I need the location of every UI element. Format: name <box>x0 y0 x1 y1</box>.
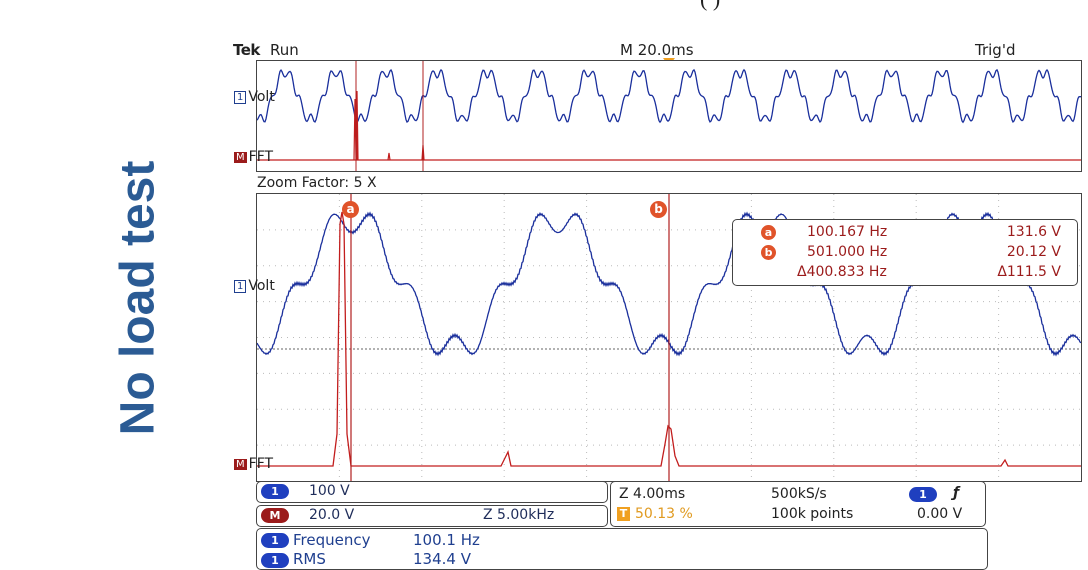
delta-value: Δ111.5 V <box>997 264 1061 280</box>
lower-ch1-label: 1 Volt <box>234 278 275 294</box>
trigger-channel-badge: 1 <box>909 487 937 502</box>
cursor-b-frequency: 501.000 Hz <box>807 244 888 260</box>
cursor-a-frequency: 100.167 Hz <box>807 224 888 240</box>
upper-ch1-label: 1 Volt <box>234 89 275 105</box>
measurement-1-value: 100.1 Hz <box>413 531 480 549</box>
math-scale: 20.0 V <box>309 507 355 523</box>
trigger-position: 50.13 % <box>635 506 693 522</box>
ch1-scale-box[interactable]: 1 100 V <box>256 481 608 503</box>
trigger-status: Trig'd <box>975 41 1016 59</box>
math-badge: M <box>234 152 247 163</box>
overview-plot <box>257 61 1081 171</box>
zoom-fft-trace <box>257 211 1081 467</box>
cursor-b-marker[interactable]: b <box>650 201 667 218</box>
measurement-2-badge: 1 <box>261 553 289 568</box>
upper-math-label: M FFT <box>234 149 274 165</box>
timebase-trigger-box[interactable]: Z 4.00ms T 50.13 % 500kS/s 100k points 1… <box>610 481 986 527</box>
side-title: No load test <box>111 160 165 436</box>
cursor-a-badge: a <box>761 225 776 240</box>
zoom-time: Z 4.00ms <box>619 486 686 502</box>
lower-math-label: M FFT <box>234 456 274 472</box>
measurements-box: 1 Frequency 100.1 Hz 1 RMS 134.4 V <box>256 528 988 570</box>
measurement-2-value: 134.4 V <box>413 550 471 568</box>
overview-volt-trace <box>257 68 1081 124</box>
delta-frequency: Δ400.833 Hz <box>797 264 887 280</box>
cursor-b-badge: b <box>761 245 776 260</box>
trigger-position-badge: T <box>617 507 630 521</box>
cursor-readout-box: a 100.167 Hz 131.6 V b 501.000 Hz 20.12 … <box>732 219 1078 286</box>
brand-label: Tek <box>233 41 260 59</box>
acquisition-status: Run <box>270 41 299 59</box>
zoom-factor-label: Zoom Factor: 5 X <box>257 175 377 191</box>
measurement-2-label: RMS <box>293 550 326 568</box>
ch1-badge: 1 <box>234 91 247 104</box>
math-scale-box[interactable]: M 20.0 V Z 5.00kHz <box>256 505 608 527</box>
caption-fragment: ( ) <box>700 0 720 12</box>
record-length: 100k points <box>771 506 854 522</box>
overview-waveform-panel[interactable] <box>256 60 1082 172</box>
cursor-b-value: 20.12 V <box>1006 244 1061 260</box>
trigger-slope-icon: ƒ <box>953 485 960 501</box>
measurement-1-label: Frequency <box>293 531 371 549</box>
cursor-a-marker[interactable]: a <box>342 201 359 218</box>
ch1-scale-badge: 1 <box>261 484 289 499</box>
trigger-level: 0.00 V <box>917 506 963 522</box>
math-scale-badge: M <box>261 508 289 523</box>
sample-rate: 500kS/s <box>771 486 827 502</box>
ch1-badge: 1 <box>234 280 247 293</box>
math-span: Z 5.00kHz <box>483 507 555 523</box>
timebase-label: M 20.0ms <box>620 41 694 59</box>
math-badge: M <box>234 459 247 470</box>
measurement-1-badge: 1 <box>261 533 289 548</box>
overview-fft-peaks <box>353 90 425 161</box>
ch1-scale: 100 V <box>309 483 350 499</box>
cursor-a-value: 131.6 V <box>1006 224 1061 240</box>
